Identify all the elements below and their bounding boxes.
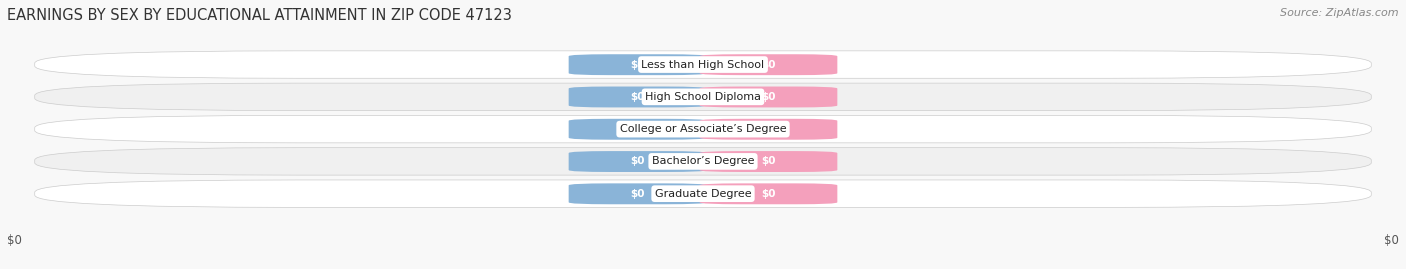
- Text: $0: $0: [1384, 235, 1399, 247]
- Text: $0: $0: [630, 59, 645, 70]
- Text: EARNINGS BY SEX BY EDUCATIONAL ATTAINMENT IN ZIP CODE 47123: EARNINGS BY SEX BY EDUCATIONAL ATTAINMEN…: [7, 8, 512, 23]
- FancyBboxPatch shape: [35, 180, 1371, 207]
- FancyBboxPatch shape: [35, 83, 1371, 111]
- FancyBboxPatch shape: [35, 51, 1371, 78]
- Text: $0: $0: [630, 156, 645, 167]
- FancyBboxPatch shape: [568, 87, 706, 107]
- Text: Graduate Degree: Graduate Degree: [655, 189, 751, 199]
- FancyBboxPatch shape: [35, 115, 1371, 143]
- FancyBboxPatch shape: [700, 183, 838, 204]
- Text: $0: $0: [761, 92, 776, 102]
- FancyBboxPatch shape: [700, 151, 838, 172]
- Text: High School Diploma: High School Diploma: [645, 92, 761, 102]
- FancyBboxPatch shape: [568, 54, 706, 75]
- Text: $0: $0: [630, 92, 645, 102]
- Text: $0: $0: [630, 189, 645, 199]
- Legend: Male, Female: Male, Female: [638, 266, 768, 269]
- FancyBboxPatch shape: [568, 119, 706, 140]
- Text: Less than High School: Less than High School: [641, 59, 765, 70]
- Text: Bachelor’s Degree: Bachelor’s Degree: [652, 156, 754, 167]
- Text: $0: $0: [761, 124, 776, 134]
- Text: $0: $0: [761, 59, 776, 70]
- FancyBboxPatch shape: [700, 87, 838, 107]
- FancyBboxPatch shape: [568, 183, 706, 204]
- Text: $0: $0: [630, 124, 645, 134]
- Text: $0: $0: [761, 189, 776, 199]
- FancyBboxPatch shape: [568, 151, 706, 172]
- FancyBboxPatch shape: [35, 148, 1371, 175]
- Text: $0: $0: [7, 235, 22, 247]
- Text: Source: ZipAtlas.com: Source: ZipAtlas.com: [1281, 8, 1399, 18]
- FancyBboxPatch shape: [700, 54, 838, 75]
- Text: $0: $0: [761, 156, 776, 167]
- FancyBboxPatch shape: [700, 119, 838, 140]
- Text: College or Associate’s Degree: College or Associate’s Degree: [620, 124, 786, 134]
